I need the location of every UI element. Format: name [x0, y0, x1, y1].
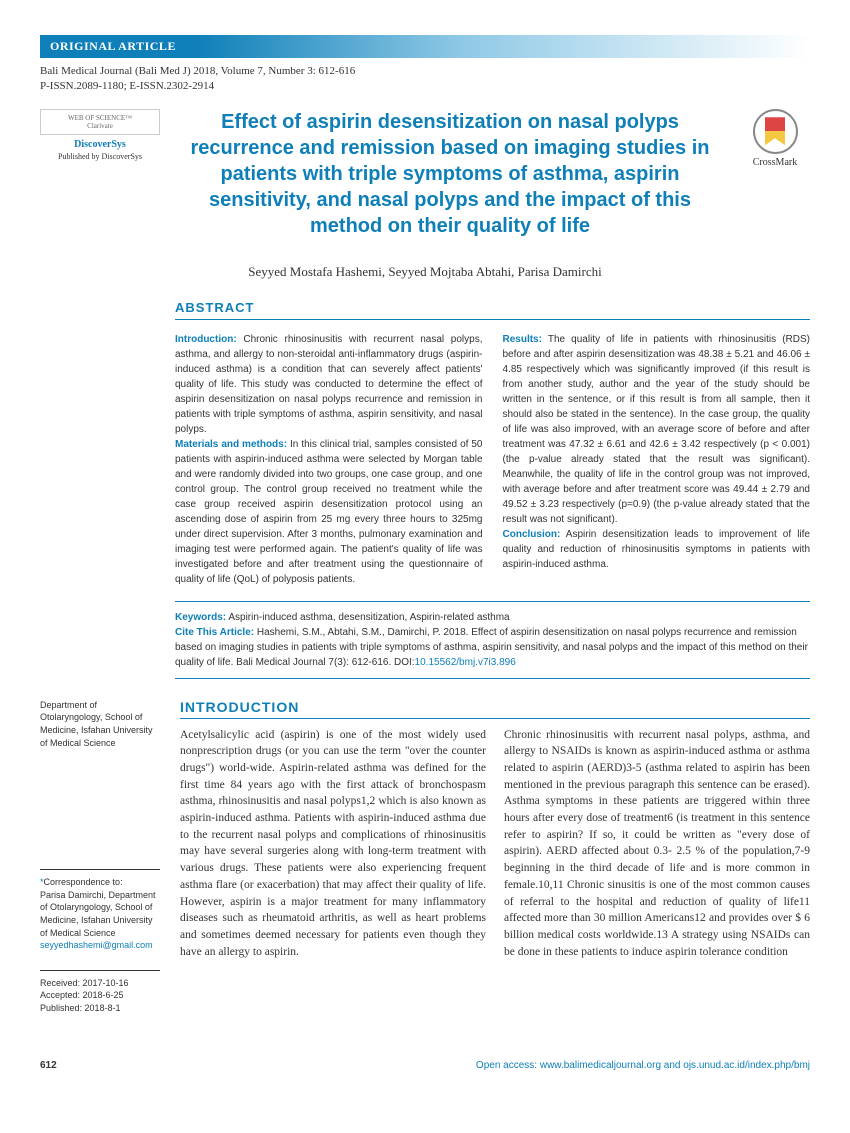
crossmark-icon — [753, 109, 798, 154]
received-date: Received: 2017-10-16 — [40, 977, 160, 990]
discoversys-logo: DiscoverSys — [40, 139, 160, 150]
footer-link[interactable]: Open access: www.balimedicaljournal.org … — [476, 1060, 810, 1071]
corr-text: Parisa Damirchi, Department of Otolaryng… — [40, 890, 156, 938]
article-type-badge: ORIGINAL ARTICLE — [40, 35, 810, 58]
body-col2: Chronic rhinosinusitis with recurrent na… — [504, 727, 810, 960]
affiliation: Department of Otolaryngology, School of … — [40, 699, 160, 749]
crossmark-label: CrossMark — [740, 157, 810, 168]
results-label: Results: — [503, 334, 542, 345]
published-by: Published by DiscoverSys — [40, 152, 160, 161]
accepted-date: Accepted: 2018-6-25 — [40, 989, 160, 1002]
article-title: Effect of aspirin desensitization on nas… — [175, 109, 725, 239]
journal-line1: Bali Medical Journal (Bali Med J) 2018, … — [40, 64, 810, 79]
corr-email[interactable]: seyyedhashemi@gmail.com — [40, 940, 153, 950]
journal-info: Bali Medical Journal (Bali Med J) 2018, … — [40, 58, 810, 99]
doi-link[interactable]: 10.15562/bmj.v7i3.896 — [415, 657, 516, 668]
page-footer: 612 Open access: www.balimedicaljournal.… — [40, 1060, 810, 1071]
publisher-badges: WEB OF SCIENCE™Clarivate DiscoverSys Pub… — [40, 109, 160, 239]
abstract-heading: ABSTRACT — [175, 300, 810, 320]
results-text: The quality of life in patients with rhi… — [503, 334, 811, 525]
keywords-box: Keywords: Aspirin-induced asthma, desens… — [175, 601, 810, 679]
journal-line2: P-ISSN.2089-1180; E-ISSN.2302-2914 — [40, 79, 810, 94]
keywords-text: Aspirin-induced asthma, desensitization,… — [226, 612, 509, 623]
corr-label: Correspondence to: — [44, 877, 123, 887]
published-date: Published: 2018-8-1 — [40, 1002, 160, 1015]
methods-label: Materials and methods: — [175, 439, 287, 450]
body-col1: Acetylsalicylic acid (aspirin) is one of… — [180, 727, 486, 960]
crossmark-widget[interactable]: CrossMark — [740, 109, 810, 239]
body-text: Acetylsalicylic acid (aspirin) is one of… — [180, 727, 810, 960]
authors: Seyyed Mostafa Hashemi, Seyyed Mojtaba A… — [40, 264, 810, 280]
wos-badge: WEB OF SCIENCE™Clarivate — [45, 114, 155, 130]
page-number: 612 — [40, 1060, 57, 1071]
intro-label: Introduction: — [175, 334, 237, 345]
methods-text: In this clinical trial, samples consiste… — [175, 439, 483, 585]
conclusion-label: Conclusion: — [503, 529, 561, 540]
keywords-label: Keywords: — [175, 612, 226, 623]
cite-label: Cite This Article: — [175, 627, 254, 638]
introduction-heading: INTRODUCTION — [180, 699, 810, 719]
intro-text: Chronic rhinosinusitis with recurrent na… — [175, 334, 483, 435]
abstract-body: Introduction: Chronic rhinosinusitis wit… — [175, 332, 810, 587]
sidebar: Department of Otolaryngology, School of … — [40, 699, 160, 1035]
